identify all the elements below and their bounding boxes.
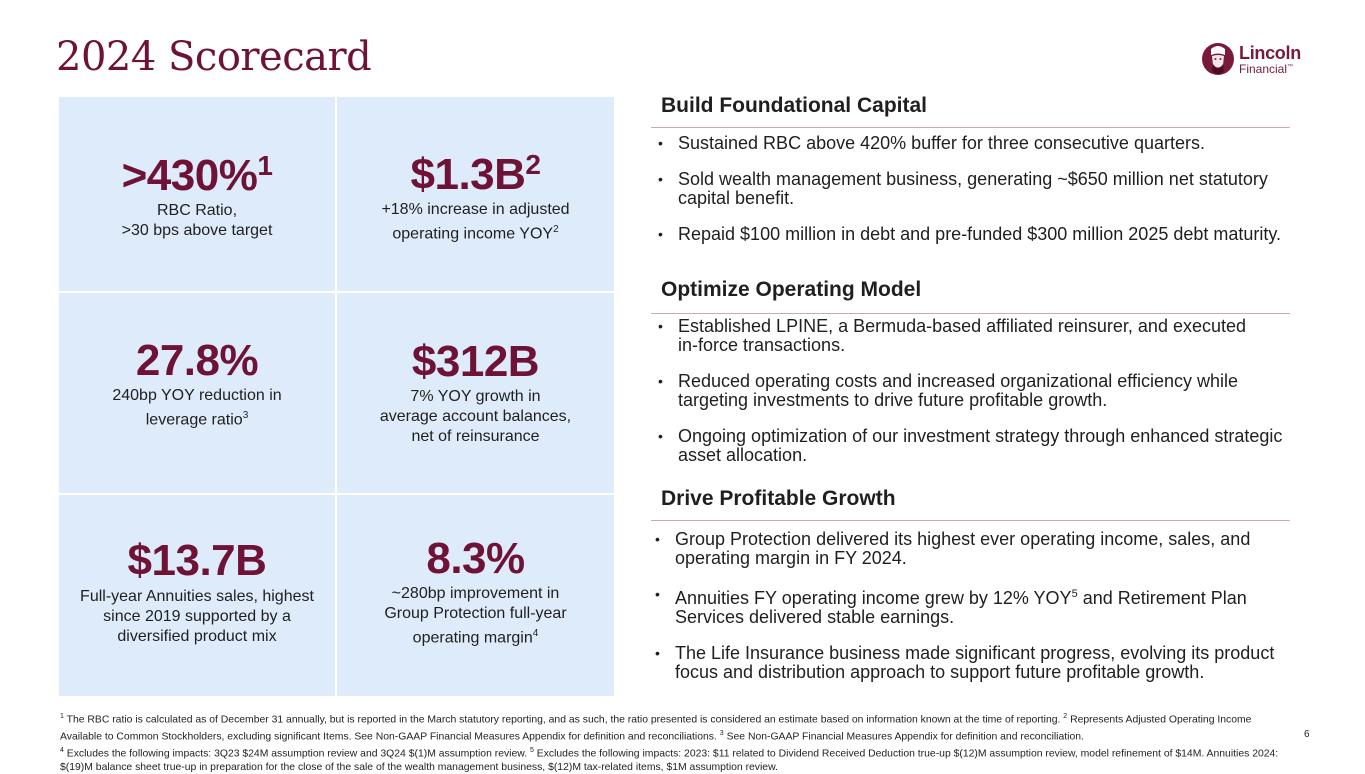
metric-tile-balances: $312B 7% YOY growth in average account ba… [337,293,614,493]
metric-value: $312B [411,336,540,386]
section-heading-operating: Optimize Operating Model [661,278,922,301]
company-logo: Lincoln Financial™ [1200,38,1310,80]
list-item: Established LPINE, a Bermuda-based affil… [658,317,1308,355]
metric-description: ~280bp improvement in Group Protection fu… [384,585,567,647]
metric-description: 7% YOY growth in average account balances… [379,388,572,446]
list-item: Reduced operating costs and increased or… [658,372,1308,410]
list-item: Group Protection delivered its highest e… [655,530,1305,568]
list-item: Repaid $100 million in debt and pre-fund… [658,225,1308,245]
section-divider [651,127,1290,128]
metric-description: 240bp YOY reduction in leverage ratio3 [112,386,282,429]
capital-bullet-list: Sustained RBC above 420% buffer for thre… [658,134,1308,261]
section-divider [651,313,1290,314]
metric-tile-rbc: >430%1 RBC Ratio, >30 bps above target [59,97,335,291]
metric-value: $1.3B2 [410,148,542,199]
lincoln-portrait-icon [1202,43,1234,75]
logo-wordmark: Lincoln [1239,42,1301,63]
list-item: Annuities FY operating income grew by 12… [655,585,1305,627]
metric-tile-income: $1.3B2 +18% increase in adjusted operatin… [337,97,614,291]
section-heading-growth: Drive Profitable Growth [661,487,896,510]
list-item: The Life Insurance business made signifi… [655,644,1305,682]
list-item: Ongoing optimization of our investment s… [658,427,1308,465]
metric-value: 8.3% [426,534,525,584]
metric-value: >430%1 [121,149,273,200]
metric-description: RBC Ratio, >30 bps above target [121,202,273,240]
growth-bullet-list: Group Protection delivered its highest e… [655,530,1305,699]
footnotes: 1 The RBC ratio is calculated as of Dece… [60,713,1279,773]
metric-value: $13.7B [127,536,267,586]
metric-tile-group-protection: 8.3% ~280bp improvement in Group Protecti… [337,495,614,696]
metric-value: 27.8% [135,335,259,385]
page-number: 6 [1304,729,1310,740]
page-title: 2024 Scorecard [56,34,372,80]
operating-bullet-list: Established LPINE, a Bermuda-based affil… [658,317,1308,482]
metric-tile-leverage: 27.8% 240bp YOY reduction in leverage rat… [59,293,335,493]
section-heading-capital: Build Foundational Capital [661,94,927,117]
metrics-grid: >430%1 RBC Ratio, >30 bps above target $1… [59,97,614,696]
metric-description: +18% increase in adjusted operating incom… [381,200,570,243]
list-item: Sold wealth management business, generat… [658,170,1308,208]
list-item: Sustained RBC above 420% buffer for thre… [658,134,1308,154]
metric-description: Full-year Annuities sales, highest since … [80,587,314,645]
logo-subtext: Financial™ [1239,61,1294,76]
section-divider [651,520,1290,521]
metric-tile-annuities: $13.7B Full-year Annuities sales, highes… [59,495,335,696]
